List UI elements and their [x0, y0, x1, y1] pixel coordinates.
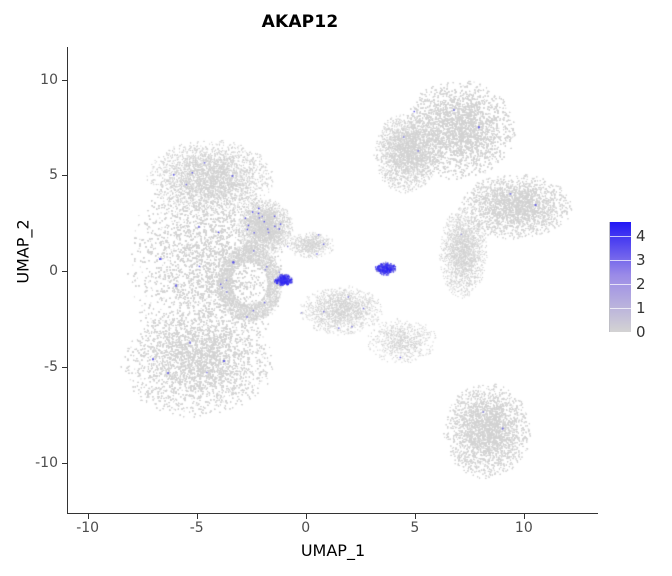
- y-tick-mark: [62, 175, 67, 177]
- y-tick-mark: [62, 367, 67, 369]
- y-axis-line: [67, 47, 68, 514]
- y-tick-label: 5: [49, 167, 58, 184]
- y-axis-title: UMAP_2: [13, 219, 33, 284]
- x-tick-mark: [305, 514, 307, 519]
- page-title: AKAP12: [261, 12, 339, 32]
- y-axis-tick-labels: 10 5 0 -5 -10: [0, 0, 58, 576]
- x-tick-label: 10: [514, 520, 533, 536]
- x-tick-label: -5: [189, 520, 204, 536]
- colorbar-tick-label: 2: [636, 275, 646, 294]
- y-tick-label: -10: [35, 455, 58, 472]
- y-tick-mark: [62, 463, 67, 465]
- y-tick-label: 10: [40, 71, 58, 88]
- y-tick-mark: [62, 271, 67, 273]
- colorbar-tick-label: 0: [636, 323, 646, 341]
- colorbar-tick-label: 3: [636, 251, 646, 270]
- x-tick-mark: [87, 514, 89, 519]
- colorbar-tick-label: 1: [636, 299, 646, 318]
- x-tick-mark: [196, 514, 198, 519]
- scatter-canvas[interactable]: [68, 47, 598, 513]
- x-axis-line: [67, 513, 598, 514]
- colorbar-tick-label: 4: [636, 227, 646, 246]
- x-tick-label: 5: [410, 520, 420, 536]
- x-tick-label: -10: [76, 520, 100, 536]
- colorbar-tick-mark: [610, 284, 632, 286]
- colorbar-gradient: [609, 222, 632, 332]
- colorbar-legend: 4 3 2 1 0: [609, 222, 669, 341]
- y-tick-label: 0: [49, 263, 58, 280]
- colorbar-tick-mark: [610, 308, 632, 310]
- y-tick-mark: [62, 79, 67, 81]
- y-tick-label: -5: [44, 359, 58, 376]
- x-axis-title: UMAP_1: [300, 541, 366, 560]
- scatter-plot-panel[interactable]: [68, 47, 598, 513]
- x-tick-mark: [414, 514, 416, 519]
- colorbar-tick-mark: [610, 236, 632, 238]
- colorbar-tick-mark: [610, 260, 632, 262]
- x-tick-mark: [523, 514, 525, 519]
- x-tick-label: 0: [301, 520, 311, 536]
